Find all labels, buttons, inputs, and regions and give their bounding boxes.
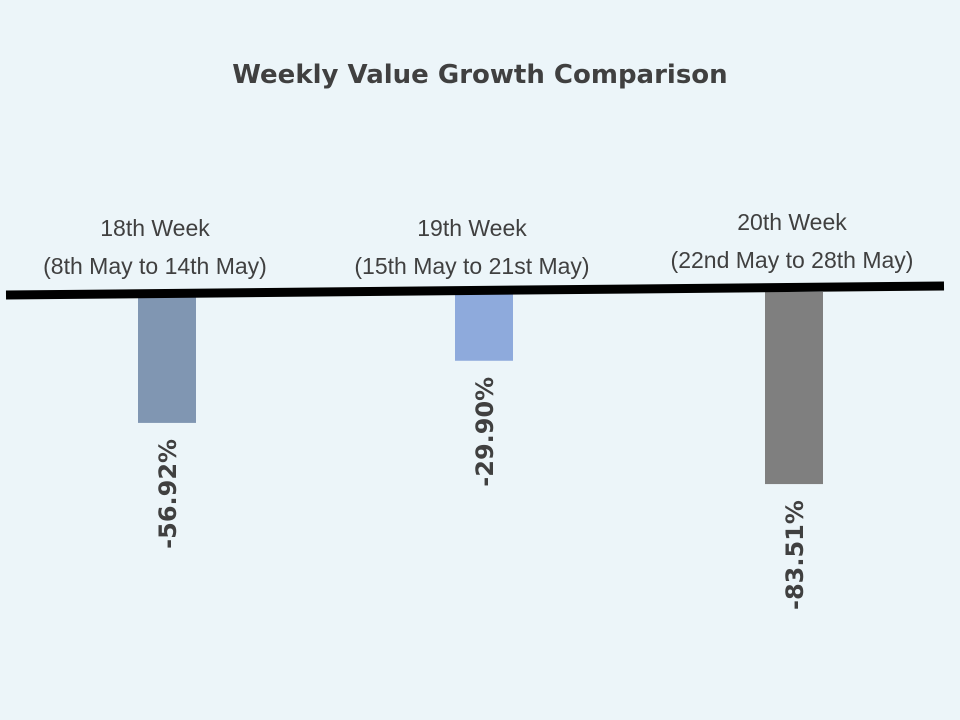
category-label: (15th May to 21st May) bbox=[354, 253, 589, 279]
axis-line bbox=[5, 281, 945, 300]
category-label: 20th Week bbox=[737, 209, 847, 235]
bar bbox=[765, 292, 823, 485]
category-label: (8th May to 14th May) bbox=[43, 253, 267, 279]
category-label: 18th Week bbox=[100, 215, 210, 241]
category-label: 19th Week bbox=[417, 215, 527, 241]
data-label: -29.90% bbox=[471, 377, 499, 487]
category-label: (22nd May to 28th May) bbox=[671, 247, 914, 273]
data-label: -83.51% bbox=[781, 500, 809, 610]
bar bbox=[455, 292, 513, 361]
chart-title: Weekly Value Growth Comparison bbox=[232, 60, 728, 90]
data-label: -56.92% bbox=[154, 439, 182, 549]
bar bbox=[138, 292, 196, 423]
